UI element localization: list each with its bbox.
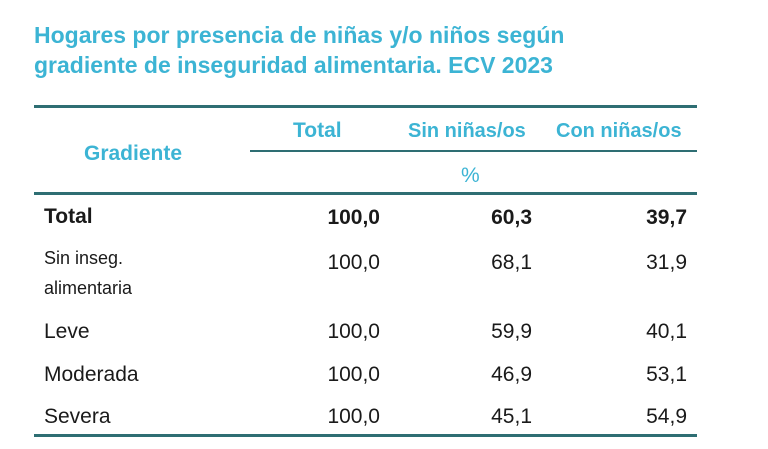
header-unit: % — [461, 164, 480, 187]
subheader-rule — [250, 150, 697, 152]
top-rule — [34, 105, 697, 108]
cell-total: 100,0 — [327, 320, 380, 343]
row-label-line-1: Sin inseg. — [44, 248, 124, 268]
row-label: Severa — [44, 405, 111, 428]
header-con-ninos: Con niñas/os — [556, 120, 682, 142]
header-gradiente: Gradiente — [84, 142, 183, 165]
cell-total: 100,0 — [327, 363, 380, 386]
cell-sin: 68,1 — [491, 251, 532, 274]
row-label: Leve — [44, 320, 90, 343]
cell-sin: 59,9 — [491, 320, 532, 343]
cell-con: 39,7 — [646, 206, 687, 229]
cell-con: 54,9 — [646, 405, 687, 428]
table-title: Hogares por presencia de niñas y/o niños… — [34, 20, 564, 80]
title-line-1: Hogares por presencia de niñas y/o niños… — [34, 22, 565, 48]
cell-con: 31,9 — [646, 251, 687, 274]
bottom-rule — [34, 434, 697, 437]
cell-con: 40,1 — [646, 320, 687, 343]
cell-con: 53,1 — [646, 363, 687, 386]
cell-sin: 60,3 — [491, 206, 532, 229]
row-label: Total — [44, 205, 93, 228]
row-label: Moderada — [44, 363, 139, 386]
cell-sin: 45,1 — [491, 405, 532, 428]
header-total: Total — [293, 119, 342, 142]
header-bottom-rule — [34, 192, 697, 195]
row-label-line-2: alimentaria — [44, 278, 133, 298]
cell-total: 100,0 — [327, 405, 380, 428]
header-sin-ninos: Sin niñas/os — [408, 120, 526, 142]
title-line-2: gradiente de inseguridad alimentaria. EC… — [34, 52, 553, 78]
cell-total: 100,0 — [327, 206, 380, 229]
cell-total: 100,0 — [327, 251, 380, 274]
cell-sin: 46,9 — [491, 363, 532, 386]
